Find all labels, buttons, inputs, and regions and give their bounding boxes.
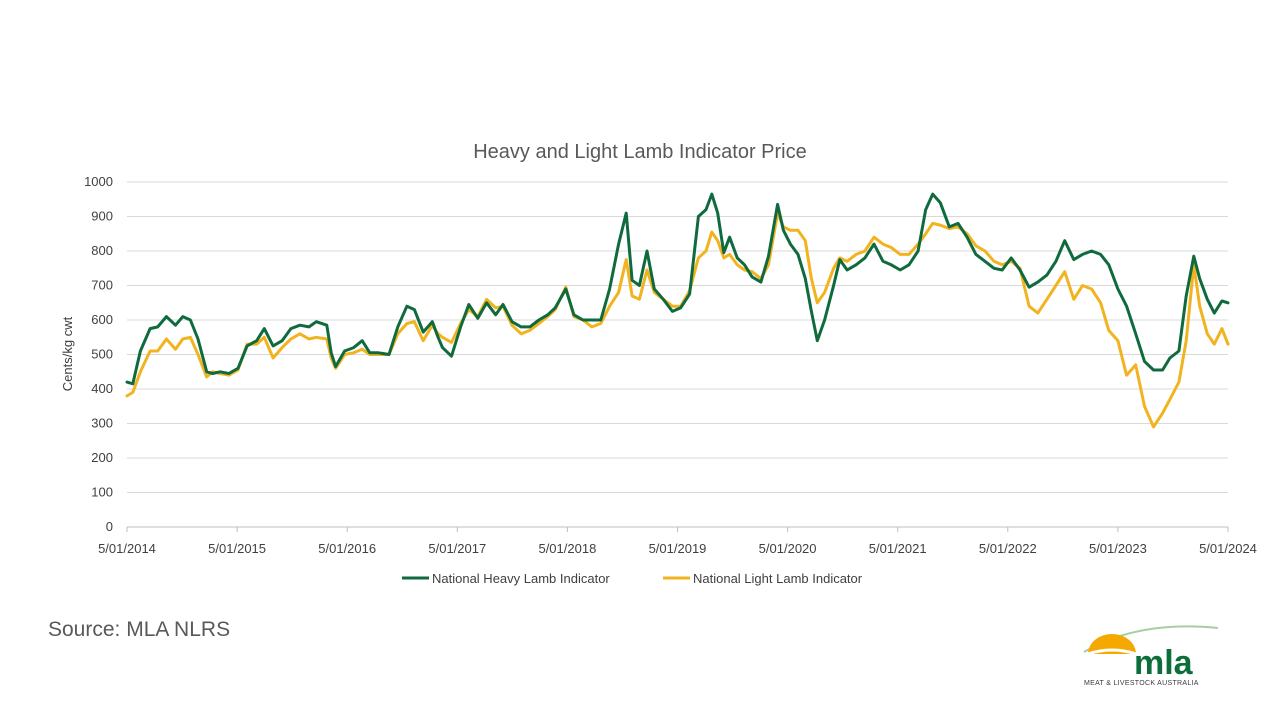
x-tick-label: 5/01/2020 (759, 541, 817, 556)
y-tick-label: 500 (91, 347, 113, 362)
x-tick-label: 5/01/2023 (1089, 541, 1147, 556)
y-tick-labels: 0 100 200 300 400 500 600 700 800 900 1000 (84, 174, 113, 534)
x-tick-label: 5/01/2016 (318, 541, 376, 556)
x-tick-label: 5/01/2021 (869, 541, 927, 556)
y-tick-label: 300 (91, 416, 113, 431)
legend-label: National Heavy Lamb Indicator (432, 571, 610, 586)
y-tick-label: 600 (91, 312, 113, 327)
x-tick-label: 5/01/2015 (208, 541, 266, 556)
legend-label: National Light Lamb Indicator (693, 571, 863, 586)
x-tick-label: 5/01/2024 (1199, 541, 1257, 556)
y-tick-label: 800 (91, 243, 113, 258)
gridlines (127, 181, 1228, 528)
y-tick-label: 900 (91, 209, 113, 224)
y-axis-title: Cents/kg cwt (60, 316, 75, 391)
y-tick-label: 400 (91, 381, 113, 396)
x-tick-label: 5/01/2022 (979, 541, 1037, 556)
legend: National Heavy Lamb Indicator National Li… (402, 571, 863, 586)
x-tick-label: 5/01/2018 (538, 541, 596, 556)
x-tick-label: 5/01/2017 (428, 541, 486, 556)
logo-tagline: MEAT & LIVESTOCK AUSTRALIA (1084, 680, 1199, 687)
x-tick-labels: 5/01/2014 5/01/2015 5/01/2016 5/01/2017 5/01… (98, 527, 1257, 556)
series-lines (125, 192, 1230, 429)
x-tick-label: 5/01/2019 (649, 541, 707, 556)
y-tick-label: 200 (91, 450, 113, 465)
svg-text:mla: mla (1134, 644, 1194, 682)
y-tick-label: 1000 (84, 174, 113, 189)
y-tick-label: 100 (91, 485, 113, 500)
heavy-lamb-series-line (125, 192, 1230, 386)
source-note: Source: MLA NLRS (48, 618, 231, 641)
y-tick-label: 700 (91, 278, 113, 293)
x-tick-label: 5/01/2014 (98, 541, 156, 556)
mla-logo: mla (1083, 625, 1219, 682)
chart-title: Heavy and Light Lamb Indicator Price (473, 141, 807, 163)
y-tick-label: 0 (106, 519, 113, 534)
